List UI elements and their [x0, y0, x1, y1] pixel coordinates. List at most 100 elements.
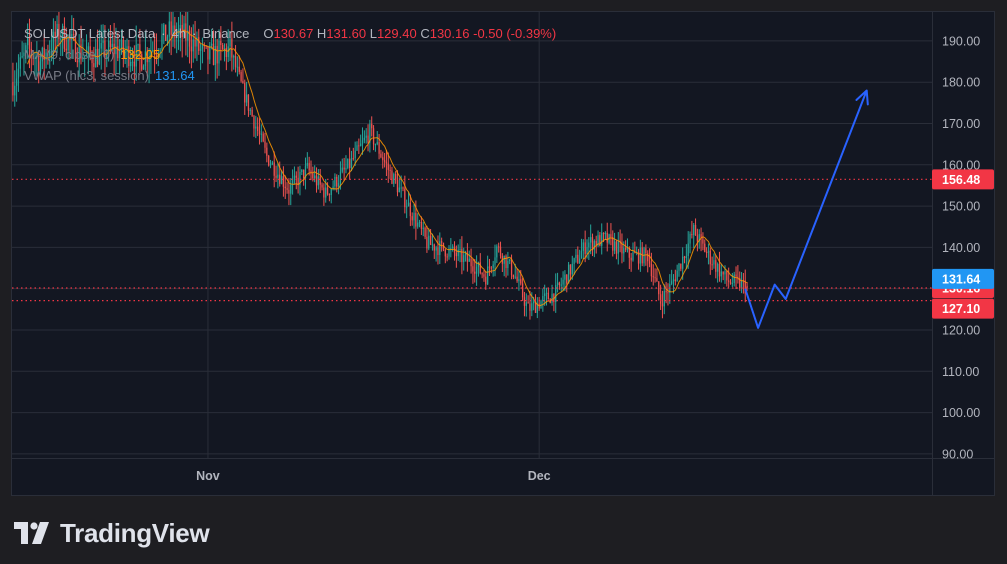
candle-body: [680, 263, 682, 269]
candle-body: [223, 48, 226, 50]
candle-body: [578, 258, 581, 263]
candle-body: [84, 56, 86, 58]
candle-body: [555, 285, 557, 303]
candle-body: [628, 248, 630, 258]
candle-body: [588, 242, 590, 248]
candle-body: [499, 246, 502, 257]
candle-body: [264, 141, 266, 148]
candle-body: [139, 44, 141, 55]
candle-body: [488, 266, 491, 268]
candle-body: [284, 186, 286, 189]
candle-body: [299, 171, 301, 185]
candle-body: [133, 61, 136, 67]
candle-body: [411, 216, 413, 221]
candle-body: [645, 248, 647, 254]
candle-body: [72, 34, 75, 36]
candle-body: [38, 56, 40, 72]
candle-body: [452, 246, 454, 248]
candle-body: [667, 292, 669, 294]
candle-body: [234, 55, 237, 67]
candle-body: [14, 85, 16, 96]
tradingview-logo-icon: [14, 522, 49, 544]
legend-symbol[interactable]: SOLUSDT Latest Data: [24, 26, 156, 41]
candle-body: [302, 169, 305, 179]
tradingview-logo[interactable]: TradingView: [14, 517, 210, 549]
candle-body: [637, 251, 640, 264]
candle-body: [233, 55, 235, 58]
candle-body: [321, 184, 323, 188]
candle-body: [286, 188, 288, 190]
candle-body: [315, 175, 318, 186]
legend-close-label: C: [420, 26, 430, 41]
chart-frame[interactable]: 90.00100.00110.00120.00130.00140.00150.0…: [11, 11, 995, 496]
candle-body: [100, 42, 102, 49]
legend-symbol-row: SOLUSDT Latest Data · 4h · Binance O130.…: [24, 23, 556, 44]
candle-body: [150, 51, 152, 58]
candle-body: [334, 176, 336, 187]
candle-body: [729, 281, 732, 284]
candle-body: [19, 57, 21, 69]
candle-body: [78, 44, 80, 63]
candle-body: [295, 175, 297, 178]
candle-body: [685, 256, 688, 259]
legend-high: 131.60: [326, 26, 367, 41]
candle-body: [242, 80, 244, 84]
candle-body: [153, 50, 156, 53]
candle-body: [275, 175, 277, 178]
candle-body: [503, 255, 505, 264]
candle-body: [253, 116, 255, 129]
candle-body: [718, 263, 721, 277]
candle-body: [516, 276, 518, 282]
candle-body: [737, 276, 739, 279]
candle-body: [65, 48, 67, 51]
candle-body: [337, 183, 340, 187]
candle-body: [36, 56, 38, 59]
candle-body: [740, 280, 743, 289]
chart-canvas[interactable]: 90.00100.00110.00120.00130.00140.00150.0…: [12, 12, 994, 495]
candle-body: [426, 236, 428, 249]
candle-body: [670, 281, 673, 284]
candle-body: [282, 176, 285, 187]
price-badge-label: 127.10: [942, 302, 980, 316]
legend-exchange: Binance: [202, 26, 250, 41]
candle-body: [722, 271, 724, 275]
candle-body: [624, 248, 627, 250]
candle-body: [356, 145, 358, 151]
candle-body: [463, 255, 465, 263]
candle-body: [630, 257, 632, 261]
candle-body: [194, 39, 196, 47]
candle-body: [580, 251, 583, 259]
candle-body: [268, 155, 270, 166]
candle-body: [648, 261, 651, 264]
candle-body: [652, 276, 654, 278]
candle-body: [387, 163, 389, 170]
legend-vwap-row[interactable]: VWAP (hlc3, session) 131.64: [24, 65, 556, 86]
candle-body: [198, 37, 200, 51]
candle-body: [277, 174, 279, 178]
price-badge: [932, 298, 994, 319]
legend-ma-row[interactable]: MA (9, close, 0) 132.05: [24, 44, 556, 65]
candle-body: [240, 71, 242, 81]
candle-body: [676, 270, 678, 282]
candle-body: [396, 180, 399, 193]
candle-body: [483, 274, 485, 277]
candle-body: [21, 56, 23, 58]
candle-body: [378, 142, 380, 154]
candle-body: [229, 38, 231, 47]
candle-body: [615, 241, 618, 254]
candle-body: [301, 169, 303, 172]
candle-body: [402, 187, 404, 189]
candle-body: [439, 241, 441, 255]
candle-body: [192, 39, 194, 52]
candle-body: [720, 271, 722, 277]
candle-body: [391, 170, 393, 184]
candle-body: [440, 241, 443, 243]
candle-body: [365, 135, 367, 138]
candle-body: [157, 52, 159, 54]
candle-body: [733, 274, 735, 284]
candle-body: [142, 66, 145, 70]
candle-body: [258, 130, 261, 135]
candle-body: [269, 164, 272, 166]
candle-body: [361, 140, 364, 144]
candle-body: [93, 63, 95, 68]
